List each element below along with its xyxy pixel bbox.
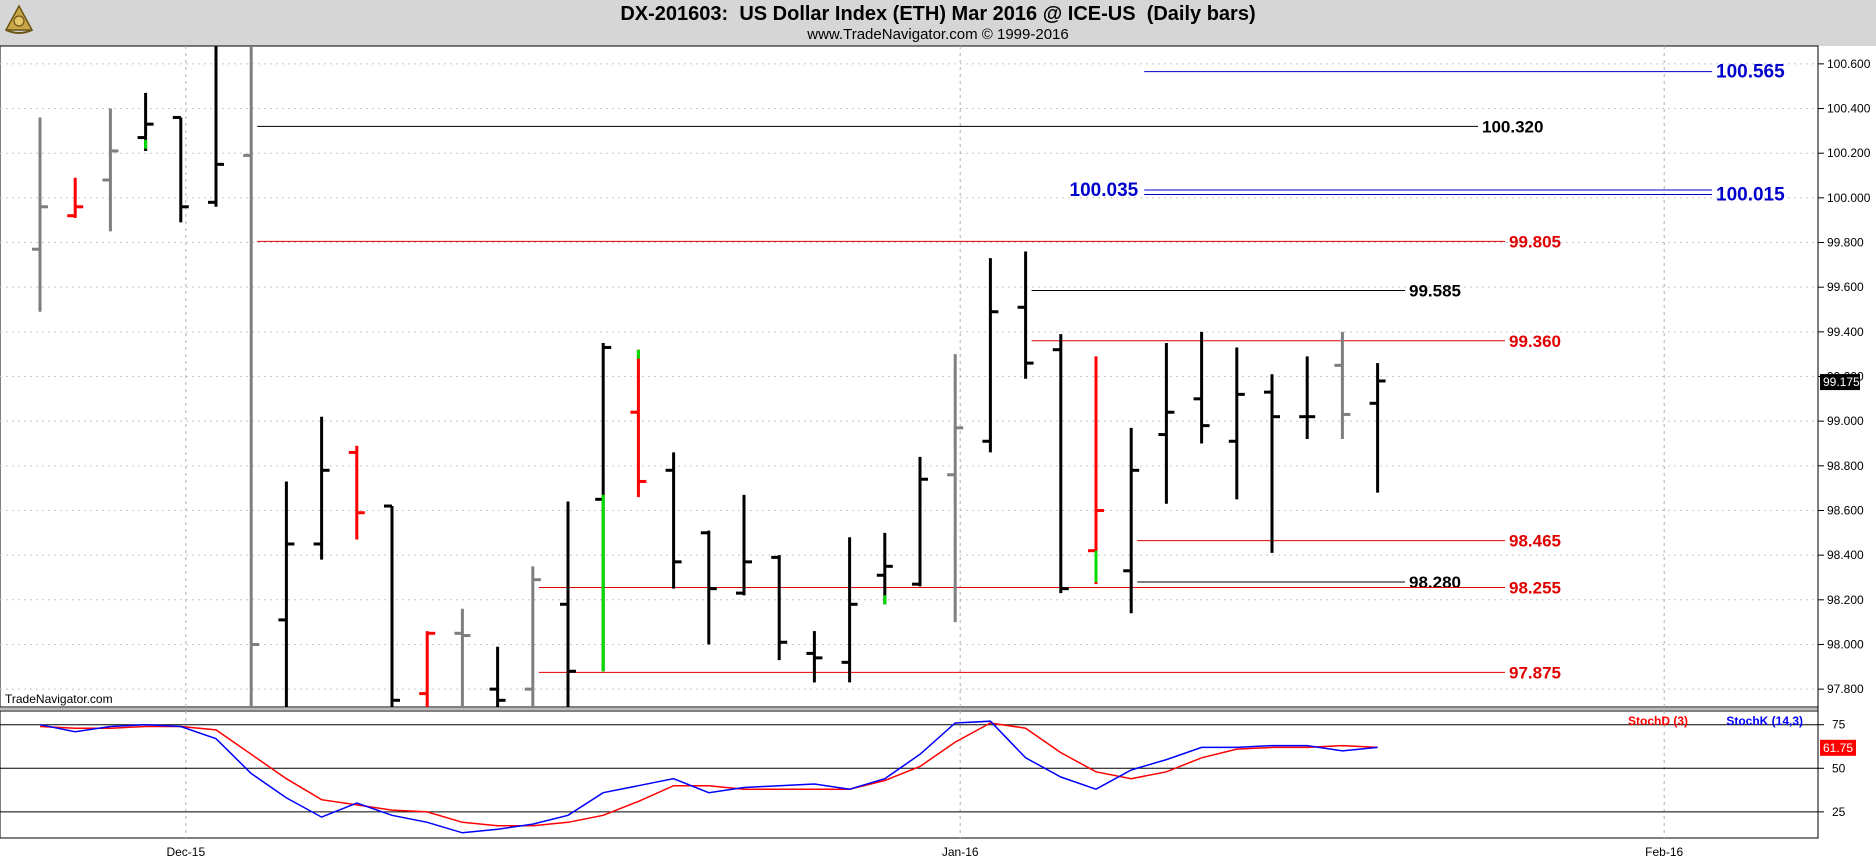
chart-subtitle: www.TradeNavigator.com © 1999-2016 [807, 26, 1069, 43]
level-label: 98.255 [1509, 579, 1561, 598]
level-label: 98.280 [1409, 573, 1461, 592]
ohlc-bar [771, 555, 788, 661]
legend-stochd: StochD (3) [1628, 714, 1688, 728]
stoch-line [39, 722, 1378, 827]
ohlc-bar [419, 631, 436, 707]
price-tick-label: 100.600 [1827, 57, 1871, 71]
price-tick-label: 100.400 [1827, 102, 1871, 116]
sextant-logo-icon[interactable] [2, 2, 36, 41]
price-tick-label: 98.800 [1827, 459, 1864, 473]
level-label: 99.360 [1509, 332, 1561, 351]
ohlc-bar [630, 349, 647, 498]
ohlc-bar [524, 566, 541, 707]
stochastic-panel: 75 50 25 StochD (3) StochK (14,3) 61.75 [0, 714, 1856, 834]
price-panel-frame [0, 45, 1819, 708]
legend-stochk: StochK (14,3) [1726, 714, 1803, 728]
date-tick-label: Jan-16 [942, 845, 979, 859]
ohlc-bar [1228, 347, 1245, 500]
ohlc-bar [560, 501, 576, 707]
level-label: 99.805 [1509, 232, 1561, 251]
date-axis: Dec-15 Jan-16 Feb-16 [166, 845, 1683, 859]
ohlc-bar [700, 530, 717, 645]
level-label: 98.465 [1509, 532, 1561, 551]
price-tick-label: 99.000 [1827, 414, 1864, 428]
ohlc-bar [1334, 331, 1351, 440]
chart-title: DX-201603: US Dollar Index (ETH) Mar 201… [620, 3, 1256, 25]
price-axis: 100.600 100.400 100.200 100.000 99.800 99.600… [1817, 46, 1871, 838]
stoch-last-label: 61.75 [1823, 741, 1853, 755]
ohlc-bar [32, 117, 48, 312]
ohlc-bar [912, 456, 928, 587]
price-tick-label: 99.600 [1827, 280, 1864, 294]
levels-layer: 100.565 100.320 100.035 100.015 99.805 99.585… [257, 62, 1785, 682]
price-tick-label: 97.800 [1827, 682, 1864, 696]
level-label: 99.585 [1409, 282, 1461, 301]
level-label: 100.035 [1070, 180, 1139, 201]
ohlc-bar [736, 494, 752, 596]
ohlc-bar [102, 108, 119, 232]
date-tick-label: Dec-15 [166, 845, 205, 859]
ohlc-bar [454, 608, 471, 707]
ohlc-bar [278, 481, 295, 707]
ohlc-bar [1193, 331, 1210, 444]
ohlc-bar [806, 631, 823, 683]
level-label: 100.015 [1716, 185, 1785, 206]
stoch-last-box [1820, 739, 1856, 756]
ohlc-bar [876, 532, 893, 605]
price-tick-label: 100.200 [1827, 146, 1871, 160]
price-bars [32, 46, 1386, 707]
ohlc-bar [489, 646, 506, 707]
price-tick-label: 98.400 [1827, 548, 1864, 562]
ohlc-bar [1123, 427, 1140, 614]
price-tick-label: 98.000 [1827, 637, 1864, 651]
ohlc-bar [313, 416, 330, 560]
stoch-tick-label: 50 [1832, 761, 1846, 775]
price-tick-label: 98.200 [1827, 593, 1864, 607]
ohlc-bar [137, 92, 154, 151]
grid-layer [0, 45, 1819, 839]
ohlc-bar [208, 46, 224, 207]
stoch-tick-label: 75 [1832, 718, 1846, 732]
ohlc-bar [1299, 356, 1316, 440]
ohlc-bar [348, 445, 365, 540]
ohlc-bar [172, 115, 189, 223]
ohlc-bar [243, 46, 260, 707]
stoch-panel-frame [0, 710, 1819, 839]
ohlc-bar [841, 537, 858, 683]
ohlc-bar [384, 504, 400, 707]
watermark: TradeNavigator.com [5, 692, 113, 706]
level-label: 100.565 [1716, 62, 1785, 83]
ohlc-bar [1017, 251, 1034, 379]
last-price-label: 99.175 [1823, 375, 1860, 389]
level-label: 97.875 [1509, 663, 1561, 682]
ohlc-bar [665, 452, 682, 589]
date-tick-label: Feb-16 [1645, 845, 1683, 859]
ohlc-bar [1264, 374, 1280, 553]
price-tick-label: 98.600 [1827, 503, 1864, 517]
ohlc-bar [1158, 343, 1175, 504]
ohlc-bar [67, 177, 84, 218]
ohlc-bar [1052, 334, 1069, 594]
stoch-line [39, 720, 1378, 834]
ohlc-bar [1369, 363, 1386, 493]
level-label: 100.320 [1482, 117, 1543, 136]
price-tick-label: 99.800 [1827, 236, 1864, 250]
stoch-tick-label: 25 [1832, 805, 1846, 819]
ohlc-bar [982, 258, 999, 453]
price-tick-label: 100.000 [1827, 191, 1871, 205]
ohlc-bar [947, 354, 964, 623]
last-price-box [1820, 374, 1860, 391]
price-tick-label: 99.400 [1827, 325, 1864, 339]
title-bar [0, 0, 1876, 46]
